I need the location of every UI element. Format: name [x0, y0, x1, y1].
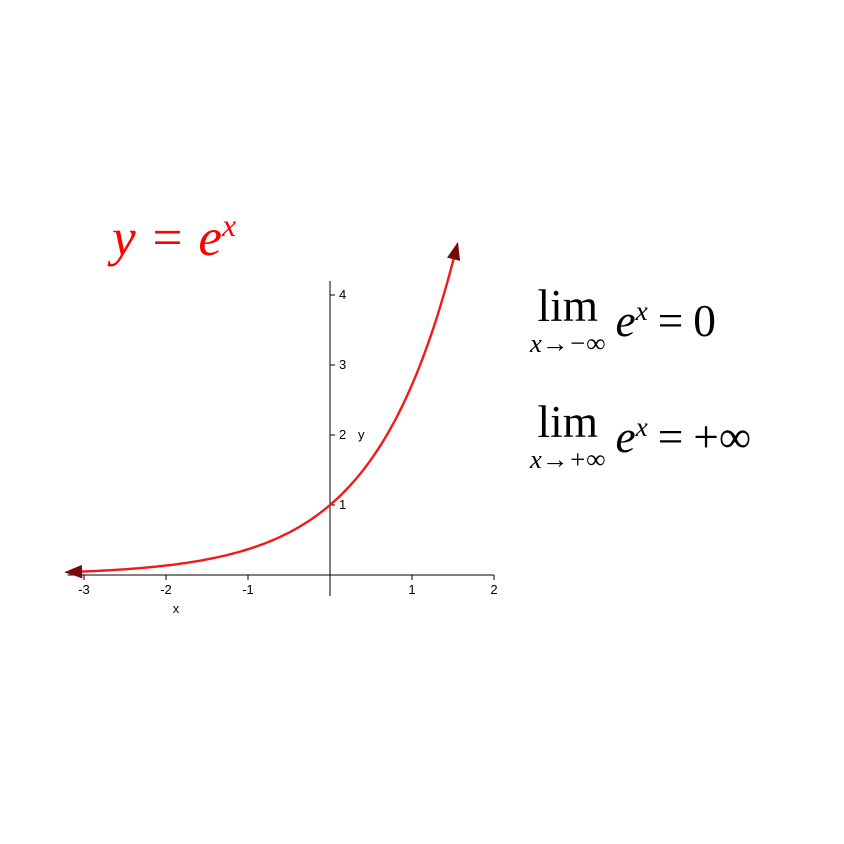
curve-arrow-start-icon — [66, 566, 82, 578]
x-axis-label: x — [173, 601, 180, 616]
limit-lim-word: lim — [530, 284, 605, 329]
y-tick-label: 2 — [339, 427, 346, 442]
limit-stack: lim x→−∞ — [530, 284, 605, 359]
limit-result: +∞ — [693, 415, 751, 460]
limit-lim-word: lim — [530, 400, 605, 445]
limit-equals: = — [658, 415, 684, 460]
limit-sub: x→+∞ — [530, 445, 605, 474]
x-tick-label: -2 — [160, 582, 172, 597]
limit-sub: x→−∞ — [530, 329, 605, 358]
x-tick-label: -3 — [78, 582, 90, 597]
limit-equals: = — [658, 299, 684, 344]
limit-expression: ex — [615, 414, 647, 460]
limit-expr-base: e — [615, 296, 635, 346]
limit-expression: ex — [615, 298, 647, 344]
x-tick-label: 1 — [408, 582, 415, 597]
limit-expr-exp: x — [636, 412, 648, 442]
limit-expr-base: e — [615, 412, 635, 462]
curve-arrow-end-icon — [448, 243, 460, 260]
exp-chart: -3 -2 -1 1 2 1 2 3 4 x y — [30, 140, 510, 620]
y-tick-label: 3 — [339, 357, 346, 372]
limit-stack: lim x→+∞ — [530, 400, 605, 475]
y-axis-label: y — [358, 427, 365, 442]
limit-result: 0 — [693, 299, 716, 344]
limit-pos-infinity: lim x→+∞ ex = +∞ — [530, 400, 751, 475]
y-tick-label: 4 — [339, 287, 346, 302]
x-tick-label: 2 — [490, 582, 497, 597]
y-tick-label: 1 — [339, 497, 346, 512]
exp-curve — [68, 245, 458, 572]
x-tick-label: -1 — [242, 582, 254, 597]
limit-expr-exp: x — [636, 296, 648, 326]
limit-neg-infinity: lim x→−∞ ex = 0 — [530, 284, 716, 359]
